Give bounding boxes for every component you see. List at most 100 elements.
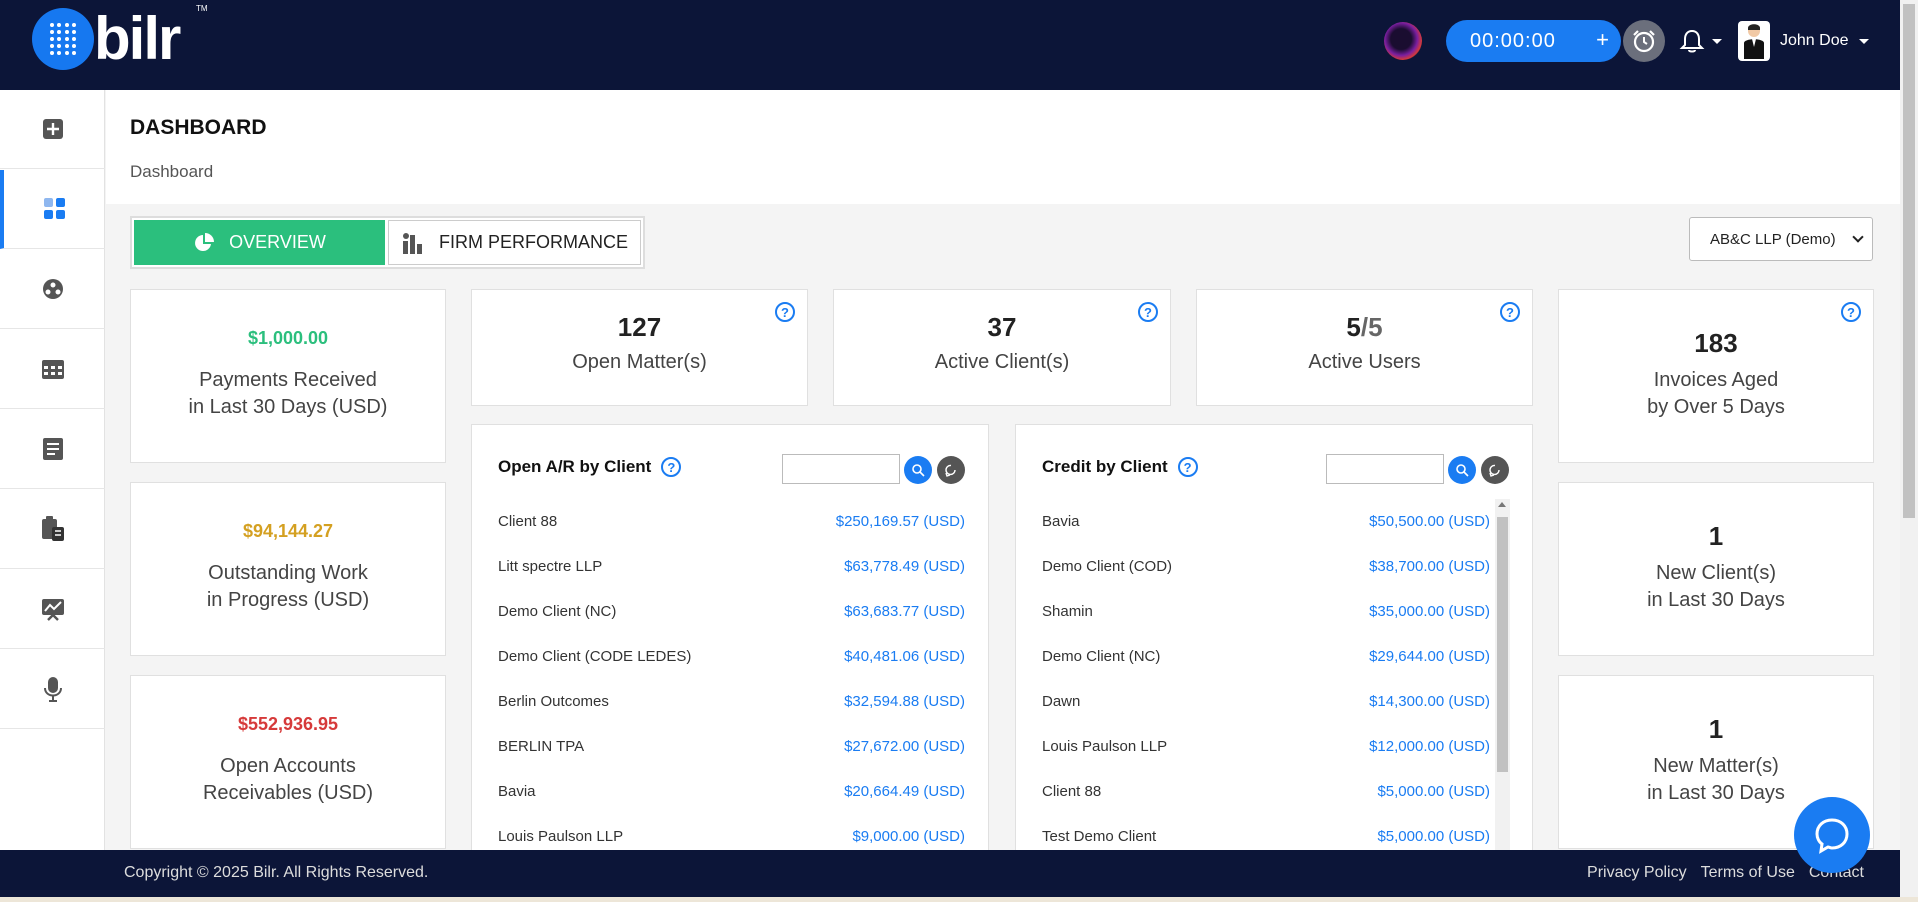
open-ar-row[interactable]: Litt spectre LLP $63,778.49 (USD) (498, 544, 965, 589)
tab-overview[interactable]: OVERVIEW (134, 220, 385, 265)
open-ar-client-name: Client 88 (498, 513, 558, 530)
new-clients-sublabel: in Last 30 Days (1647, 589, 1785, 611)
help-icon[interactable]: ? (775, 302, 795, 322)
notifications-button[interactable] (1678, 24, 1724, 58)
quick-assistant-icon[interactable] (1384, 22, 1422, 60)
open-ar-row[interactable]: BERLIN TPA $27,672.00 (USD) (498, 724, 965, 769)
open-ar-search-button[interactable] (904, 456, 932, 484)
page-scroll-thumb[interactable] (1903, 4, 1915, 518)
invoices-aged-sublabel: by Over 5 Days (1647, 396, 1785, 418)
open-ar-client-name: Demo Client (NC) (498, 603, 617, 620)
credit-row[interactable]: Louis Paulson LLP $12,000.00 (USD) (1042, 724, 1490, 769)
help-icon[interactable]: ? (1138, 302, 1158, 322)
credit-row[interactable]: Bavia $50,500.00 (USD) (1042, 499, 1490, 544)
timer-add-button[interactable]: + (1596, 27, 1609, 52)
user-avatar-icon (1744, 24, 1764, 59)
timer-widget[interactable]: 00:00:00 + (1446, 20, 1621, 62)
open-matters-card[interactable]: ? 127 Open Matter(s) (471, 289, 808, 406)
copyright-text: Copyright © 2025 Bilr. All Rights Reserv… (124, 864, 429, 881)
terms-of-use-link[interactable]: Terms of Use (1700, 864, 1795, 881)
payments-received-label: Payments Received (199, 369, 377, 391)
open-ar-amount[interactable]: $9,000.00 (USD) (852, 828, 965, 845)
breadcrumb[interactable]: Dashboard (130, 162, 214, 181)
credit-reset-button[interactable] (1481, 456, 1509, 484)
credit-amount[interactable]: $50,500.00 (USD) (1369, 513, 1490, 530)
credit-amount[interactable]: $5,000.00 (USD) (1377, 783, 1490, 800)
active-users-card[interactable]: ? 5/5 Active Users (1196, 289, 1533, 406)
open-ar-search-input[interactable] (782, 454, 900, 484)
sidebar-item-billing[interactable] (0, 410, 105, 489)
alarm-clock-button[interactable] (1623, 20, 1665, 62)
firm-select-value: AB&C LLP (Demo) (1710, 230, 1836, 248)
open-ar-amount[interactable]: $32,594.88 (USD) (844, 693, 965, 710)
credit-row[interactable]: Demo Client (COD) $38,700.00 (USD) (1042, 544, 1490, 589)
open-ar-amount[interactable]: $20,664.49 (USD) (844, 783, 965, 800)
bilr-logo[interactable]: bilr (32, 8, 181, 70)
open-ar-row[interactable]: Demo Client (NC) $63,683.77 (USD) (498, 589, 965, 634)
open-ar-row[interactable]: Client 88 $250,169.57 (USD) (498, 499, 965, 544)
sidebar-item-dashboard[interactable] (0, 170, 105, 249)
credit-amount[interactable]: $12,000.00 (USD) (1369, 738, 1490, 755)
open-ar-row[interactable]: Louis Paulson LLP $9,000.00 (USD) (498, 814, 965, 853)
help-icon[interactable]: ? (1841, 302, 1861, 322)
open-ar-client-name: Berlin Outcomes (498, 693, 609, 710)
credit-row[interactable]: Shamin $35,000.00 (USD) (1042, 589, 1490, 634)
open-matters-count: 127 (617, 312, 662, 342)
pie-chart-icon (195, 232, 215, 251)
credit-amount[interactable]: $5,000.00 (USD) (1377, 828, 1490, 845)
outstanding-wip-card: $94,144.27 Outstanding Work in Progress … (130, 482, 446, 656)
sidebar-item-clients[interactable] (0, 250, 105, 329)
credit-by-client-title-text: Credit by Client (1042, 457, 1168, 476)
help-icon[interactable]: ? (1500, 302, 1520, 322)
open-ar-amount[interactable]: $27,672.00 (USD) (844, 738, 965, 755)
credit-row[interactable]: Client 88 $5,000.00 (USD) (1042, 769, 1490, 814)
credit-amount[interactable]: $38,700.00 (USD) (1369, 558, 1490, 575)
active-clients-card[interactable]: ? 37 Active Client(s) (833, 289, 1171, 406)
credit-client-name: Demo Client (NC) (1042, 648, 1161, 665)
open-ar-amount[interactable]: $63,683.77 (USD) (844, 603, 965, 620)
open-ar-by-client-title-text: Open A/R by Client (498, 457, 652, 476)
open-ar-sublabel: Receivables (USD) (202, 782, 374, 804)
user-menu[interactable]: John Doe (1738, 20, 1869, 62)
refresh-icon (1489, 464, 1500, 477)
open-ar-row[interactable]: Bavia $20,664.49 (USD) (498, 769, 965, 814)
scroll-up-arrow-icon[interactable] (1498, 502, 1506, 507)
open-ar-client-name: Litt spectre LLP (498, 558, 603, 575)
open-ar-amount[interactable]: $40,481.06 (USD) (844, 648, 965, 665)
new-clients-card[interactable]: 1 New Client(s) in Last 30 Days (1558, 482, 1874, 656)
chat-button[interactable] (1794, 797, 1870, 873)
open-ar-row[interactable]: Berlin Outcomes $32,594.88 (USD) (498, 679, 965, 724)
open-ar-amount[interactable]: $63,778.49 (USD) (844, 558, 965, 575)
open-ar-row[interactable]: Demo Client (CODE LEDES) $40,481.06 (USD) (498, 634, 965, 679)
credit-search-input[interactable] (1326, 454, 1444, 484)
credit-amount[interactable]: $14,300.00 (USD) (1369, 693, 1490, 710)
invoices-aged-card[interactable]: ? 183 Invoices Aged by Over 5 Days (1558, 289, 1874, 463)
payments-received-card: $1,000.00 Payments Received in Last 30 D… (130, 289, 446, 463)
credit-amount[interactable]: $29,644.00 (USD) (1369, 648, 1490, 665)
microphone-icon (43, 677, 62, 702)
page-scrollbar[interactable] (1900, 0, 1918, 897)
credit-row[interactable]: Demo Client (NC) $29,644.00 (USD) (1042, 634, 1490, 679)
privacy-policy-link[interactable]: Privacy Policy (1587, 864, 1687, 881)
sidebar-item-documents[interactable] (0, 490, 105, 569)
firm-select[interactable]: AB&C LLP (Demo) (1689, 217, 1873, 261)
new-matters-count: 1 (1708, 714, 1724, 744)
sidebar-item-calendar[interactable] (0, 330, 105, 409)
open-ar-amount[interactable]: $250,169.57 (USD) (835, 513, 965, 530)
credit-list-scroll-thumb[interactable] (1497, 517, 1508, 772)
tab-firm-performance[interactable]: FIRM PERFORMANCE (388, 220, 641, 265)
help-icon[interactable]: ? (661, 457, 682, 477)
open-ar-client-name: Louis Paulson LLP (498, 828, 624, 845)
sidebar-item-add[interactable] (0, 90, 105, 169)
help-icon[interactable]: ? (1177, 457, 1198, 477)
sidebar-item-voice[interactable] (0, 650, 105, 729)
sidebar-item-reports[interactable] (0, 570, 105, 649)
payments-received-sublabel: in Last 30 Days (USD) (188, 396, 388, 418)
credit-search-button[interactable] (1448, 456, 1476, 484)
open-ar-amount: $552,936.95 (237, 714, 339, 734)
credit-row[interactable]: Dawn $14,300.00 (USD) (1042, 679, 1490, 724)
credit-amount[interactable]: $35,000.00 (USD) (1369, 603, 1490, 620)
credit-list-scrollbar[interactable] (1495, 499, 1510, 853)
credit-row[interactable]: Test Demo Client $5,000.00 (USD) (1042, 814, 1490, 853)
open-ar-reset-button[interactable] (937, 456, 965, 484)
